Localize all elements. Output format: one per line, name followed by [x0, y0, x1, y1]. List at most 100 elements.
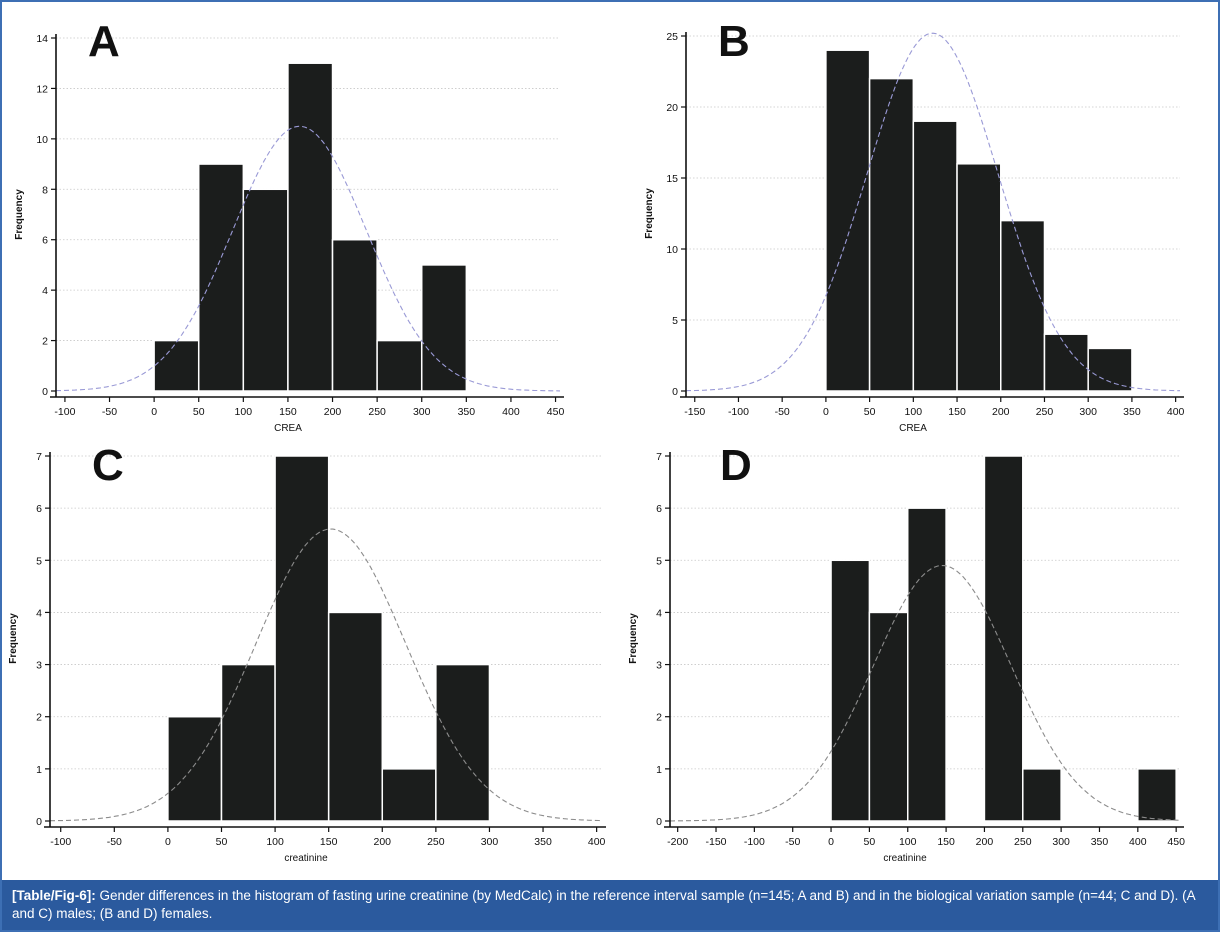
- x-tick-label: 50: [216, 836, 228, 848]
- histogram-bar: [376, 339, 423, 392]
- x-tick-label: 0: [828, 836, 834, 848]
- x-tick-label: -50: [107, 836, 122, 848]
- x-tick-label: 100: [899, 836, 917, 848]
- x-tick-label: 400: [502, 406, 520, 418]
- bars: [167, 455, 491, 822]
- x-tick-label: 50: [864, 836, 876, 848]
- x-tick-label: 100: [905, 406, 923, 418]
- x-axis-title: creatinine: [883, 853, 927, 864]
- x-tick-label: -100: [728, 406, 749, 418]
- y-axis-title: Frequency: [644, 188, 655, 239]
- histogram-bar: [868, 77, 915, 392]
- histogram-a: 0 2 4 6 8 10 12 14 -100 -50 0 50 100 150 200 250 300 350 4…: [14, 17, 565, 434]
- x-tick-label: -100: [54, 406, 75, 418]
- x-tick-label: 350: [1123, 406, 1141, 418]
- histogram-panel-c: 0 1 2 3 4 5 6 7 -100 -50 0 50 100 150 200 250 300 350 400 c…: [8, 438, 608, 878]
- caption-label: [Table/Fig-6]:: [12, 888, 96, 903]
- bars: [153, 62, 468, 392]
- x-tick-label: -150: [684, 406, 705, 418]
- y-tick-label: 5: [36, 555, 42, 567]
- histogram-bar: [327, 611, 384, 822]
- y-tick-label: 15: [666, 173, 678, 185]
- y-tick-label: 12: [36, 83, 48, 95]
- y-tick-label: 4: [656, 607, 662, 619]
- y-tick-label: 6: [656, 503, 662, 515]
- y-tick-label: 5: [656, 555, 662, 567]
- histogram-bar: [830, 559, 871, 822]
- x-tick-label: 400: [588, 836, 606, 848]
- x-tick-label: 50: [193, 406, 205, 418]
- x-tick-label: 450: [1167, 836, 1185, 848]
- y-tick-label: 4: [36, 607, 42, 619]
- x-tick-label: 150: [320, 836, 338, 848]
- gridlines: [50, 455, 602, 770]
- y-tick-label: 6: [42, 235, 48, 247]
- x-tick-label: 350: [534, 836, 552, 848]
- histogram-bar: [381, 768, 437, 822]
- histogram-bar: [1000, 219, 1046, 392]
- panel-letter: A: [88, 17, 120, 66]
- x-tick-label: 350: [458, 406, 476, 418]
- x-tick-label: 300: [1079, 406, 1097, 418]
- histogram-d: 0 1 2 3 4 5 6 7 -200 -150 -100 -50 0 50 100 150 200 250 30…: [628, 441, 1185, 864]
- histogram-bar: [435, 663, 491, 822]
- histogram-bar: [420, 264, 468, 392]
- histogram-bar: [242, 188, 289, 392]
- gridlines: [670, 455, 1180, 770]
- x-tick-label: 200: [992, 406, 1010, 418]
- bars: [825, 49, 1133, 392]
- histogram-bar: [153, 339, 200, 392]
- histogram-bar: [274, 455, 330, 822]
- histogram-bar: [956, 163, 1002, 392]
- histogram-bar: [331, 238, 378, 392]
- caption-text: Gender differences in the histogram of f…: [12, 888, 1195, 921]
- x-tick-label: 400: [1167, 406, 1185, 418]
- x-tick-label: -50: [102, 406, 117, 418]
- x-tick-label: 400: [1129, 836, 1147, 848]
- x-tick-label: 200: [976, 836, 994, 848]
- normal-curve: [685, 32, 1180, 392]
- x-tick-label: -50: [785, 836, 800, 848]
- y-axis-title: Frequency: [14, 189, 25, 240]
- x-tick-label: -100: [50, 836, 71, 848]
- x-tick-label: 300: [1052, 836, 1070, 848]
- y-tick-label: 0: [672, 386, 678, 398]
- x-tick-label: 150: [937, 836, 955, 848]
- histogram-bar: [167, 715, 223, 822]
- y-tick-label: 2: [42, 336, 48, 348]
- x-tick-label: 250: [1014, 836, 1032, 848]
- x-tick-label: 200: [374, 836, 392, 848]
- x-tick-label: 0: [823, 406, 829, 418]
- y-tick-label: 0: [656, 816, 662, 828]
- x-axis-title: CREA: [274, 423, 302, 434]
- x-tick-label: 50: [864, 406, 876, 418]
- y-tick-label: 2: [36, 712, 42, 724]
- y-tick-label: 0: [36, 816, 42, 828]
- y-tick-label: 14: [36, 33, 48, 45]
- y-tick-label: 25: [666, 31, 678, 43]
- histogram-bar: [906, 507, 947, 822]
- histogram-bar: [868, 611, 909, 822]
- histogram-panel-d: 0 1 2 3 4 5 6 7 -200 -150 -100 -50 0 50 100 150 200 250 30…: [620, 438, 1220, 878]
- x-tick-label: 300: [481, 836, 499, 848]
- x-tick-label: -150: [706, 836, 727, 848]
- y-tick-label: 8: [42, 184, 48, 196]
- y-tick-label: 2: [656, 712, 662, 724]
- y-tick-label: 3: [36, 660, 42, 672]
- x-tick-label: 250: [427, 836, 445, 848]
- y-tick-label: 7: [656, 451, 662, 463]
- x-tick-label: -200: [667, 836, 688, 848]
- normal-curve: [50, 528, 603, 822]
- x-tick-label: 300: [413, 406, 431, 418]
- y-tick-label: 20: [666, 102, 678, 114]
- x-tick-label: 0: [151, 406, 157, 418]
- y-tick-label: 1: [656, 764, 662, 776]
- y-tick-label: 10: [666, 244, 678, 256]
- histogram-panel-a: 0 2 4 6 8 10 12 14 -100 -50 0 50 100 150 200 250 300 350 4…: [8, 8, 608, 438]
- x-tick-label: -100: [744, 836, 765, 848]
- x-tick-label: 100: [235, 406, 253, 418]
- y-axis-title: Frequency: [628, 613, 639, 664]
- x-tick-label: 150: [279, 406, 297, 418]
- bars: [830, 455, 1177, 822]
- x-tick-label: 450: [547, 406, 565, 418]
